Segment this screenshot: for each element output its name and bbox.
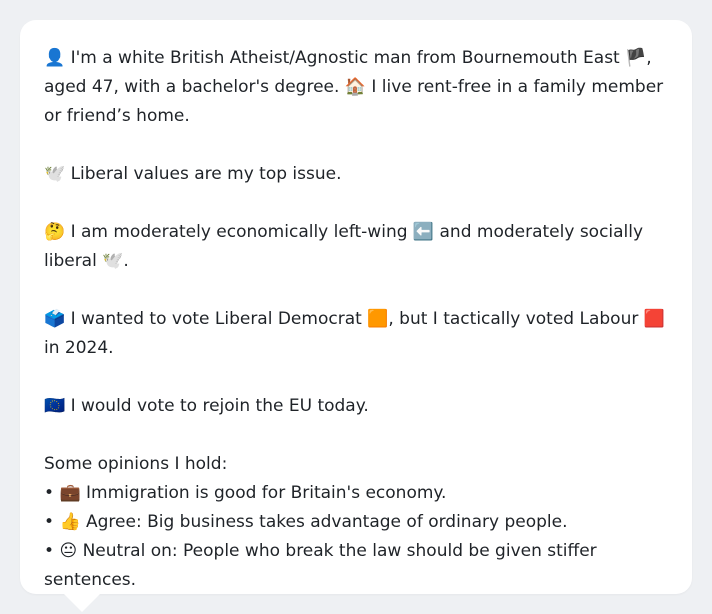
eu-flag-icon: 🇪🇺 xyxy=(44,396,66,416)
economic-text: I am moderately economically left-wing xyxy=(65,222,413,242)
left-arrow-icon: ⬅️ xyxy=(412,222,435,242)
bullet: • xyxy=(44,541,55,561)
england-flag-icon: 🏴 xyxy=(625,48,647,68)
bullet: • xyxy=(44,512,55,532)
ballot-box-icon: 🗳️ xyxy=(44,309,66,329)
age-education-text: , aged 47, with a bachelor's degree. xyxy=(44,48,652,97)
opinion-text: Neutral on: People who break the law sho… xyxy=(44,541,597,590)
housing-text: I live rent-free in a family member or f… xyxy=(44,77,664,126)
opinions-list: • 💼 Immigration is good for Britain's ec… xyxy=(44,479,670,595)
thumbs-up-icon: 👍 xyxy=(59,512,81,532)
demographics-text: I'm a white British Atheist/Agnostic man… xyxy=(65,48,626,68)
list-item: • 💼 Immigration is good for Britain's ec… xyxy=(44,479,670,508)
tactical-vote-text: , but I tactically voted Labour xyxy=(388,309,644,329)
social-text: and moderately socially liberal xyxy=(44,222,644,271)
top-issue-paragraph: 🕊️ Liberal values are my top issue. xyxy=(44,160,670,189)
dove-icon: 🕊️ xyxy=(102,251,124,271)
profile-message-bubble: 👤 I'm a white British Atheist/Agnostic m… xyxy=(20,20,692,612)
preferred-vote-text: I wanted to vote Liberal Democrat xyxy=(65,309,368,329)
bullet: • xyxy=(44,483,55,503)
person-icon: 👤 xyxy=(44,48,66,68)
orange-square-icon: 🟧 xyxy=(367,309,389,329)
house-icon: 🏠 xyxy=(344,77,366,97)
demographics-paragraph: 👤 I'm a white British Atheist/Agnostic m… xyxy=(44,44,670,131)
dove-icon: 🕊️ xyxy=(44,164,66,184)
eu-paragraph: 🇪🇺 I would vote to rejoin the EU today. xyxy=(44,392,670,421)
opinions-heading: Some opinions I hold: xyxy=(44,454,228,474)
opinion-text: Agree: Big business takes advantage of o… xyxy=(80,512,568,532)
list-item: • 👍 Agree: Big business takes advantage … xyxy=(44,508,670,537)
ideology-paragraph: 🤔 I am moderately economically left-wing… xyxy=(44,218,670,276)
red-square-icon: 🟥 xyxy=(643,309,665,329)
vote-year-text: in 2024. xyxy=(44,338,114,358)
briefcase-icon: 💼 xyxy=(59,483,81,503)
profile-text: 👤 I'm a white British Atheist/Agnostic m… xyxy=(44,44,670,595)
eu-text: I would vote to rejoin the EU today. xyxy=(65,396,369,416)
ideology-end-text: . xyxy=(123,251,129,271)
thinking-face-icon: 🤔 xyxy=(44,222,66,242)
opinion-text: Immigration is good for Britain's econom… xyxy=(80,483,447,503)
bubble-tail xyxy=(64,594,100,612)
top-issue-text: Liberal values are my top issue. xyxy=(65,164,342,184)
vote-paragraph: 🗳️ I wanted to vote Liberal Democrat 🟧, … xyxy=(44,305,670,363)
opinions-section: Some opinions I hold: • 💼 Immigration is… xyxy=(44,450,670,595)
neutral-face-icon: 😐 xyxy=(59,541,78,561)
list-item: • 😐 Neutral on: People who break the law… xyxy=(44,537,670,595)
